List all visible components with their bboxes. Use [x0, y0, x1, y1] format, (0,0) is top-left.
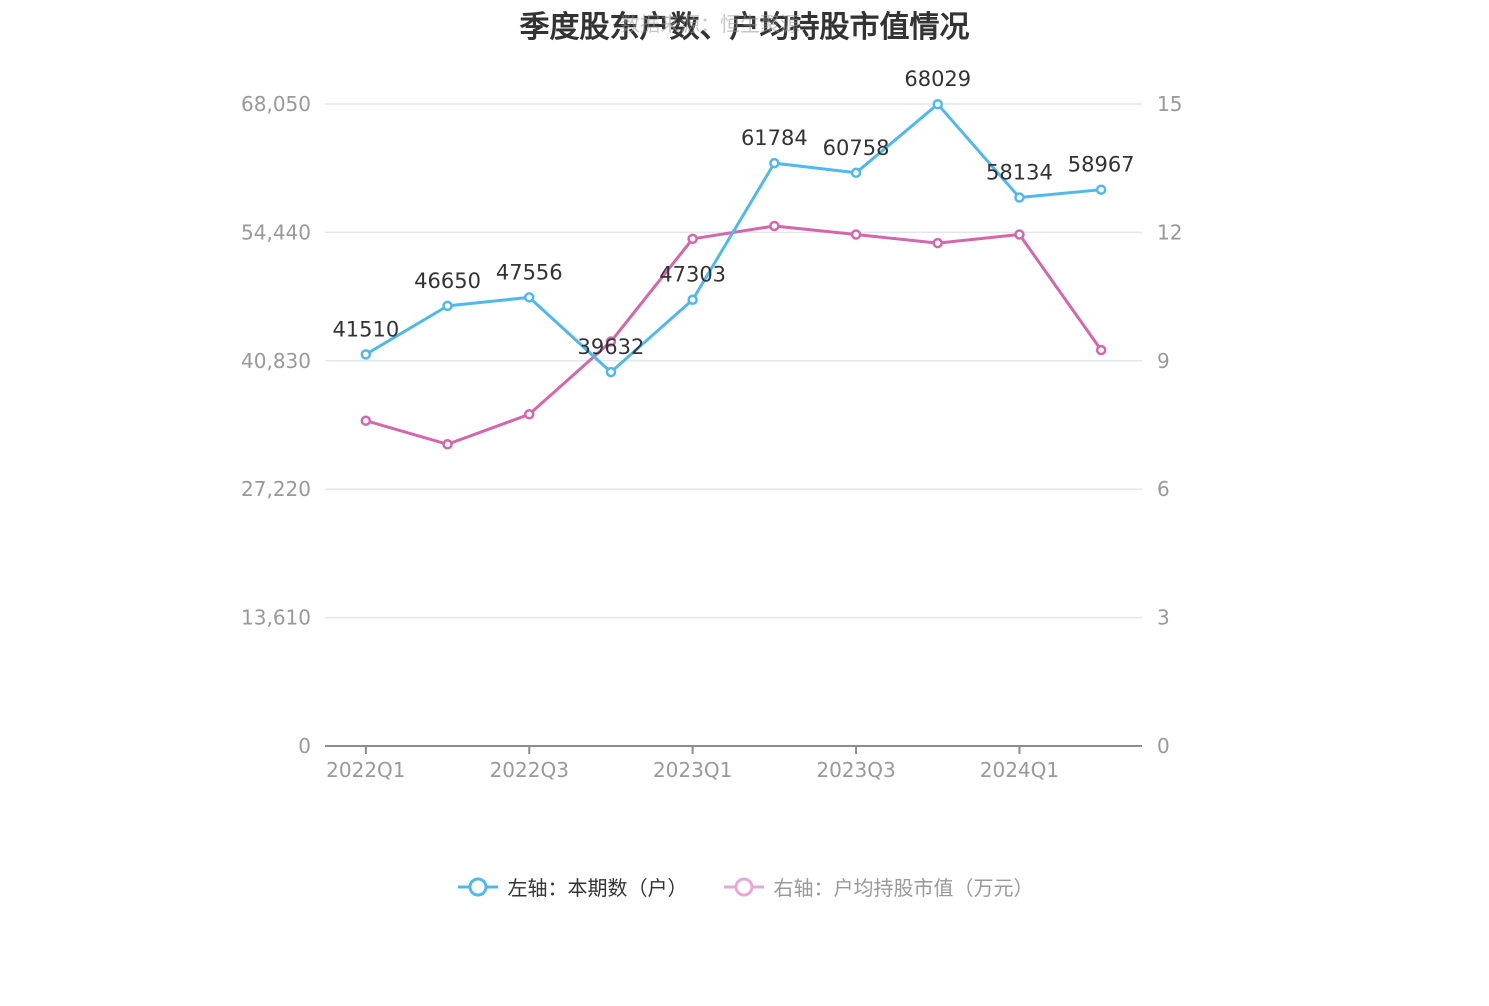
left-tick-label: 40,830 — [241, 349, 311, 373]
right-tick-label: 0 — [1157, 734, 1170, 758]
series-lines — [365, 102, 1103, 446]
data-label: 68029 — [904, 67, 971, 91]
left-tick-label: 27,220 — [241, 477, 311, 501]
data-point-left — [850, 167, 862, 179]
data-point-right — [769, 220, 780, 232]
right-tick-label: 9 — [1157, 349, 1170, 373]
data-label: 60758 — [823, 136, 890, 160]
x-tick-label: 2023Q1 — [653, 758, 732, 782]
chart-title: 季度股东户数、户均持股市值情况 — [519, 10, 970, 45]
series-line-left — [365, 102, 1102, 374]
left-tick-label: 13,610 — [241, 606, 311, 630]
grid-lines — [325, 103, 1142, 619]
data-label: 46650 — [414, 269, 481, 293]
left-tick-label: 68,050 — [241, 92, 311, 116]
data-point-right — [1095, 344, 1107, 356]
line-chart: 0 13,610 27,220 40,830 54,440 68,050 0 3 6 9 12 15… — [241, 67, 1182, 782]
data-point-left — [360, 349, 372, 360]
right-axis-ticks: 0 3 6 9 12 15 — [1157, 92, 1182, 758]
legend-item-left-series[interactable]: 左轴：本期数（户） — [456, 872, 688, 901]
watermark: 数据来源：恒生聚源 — [620, 12, 800, 36]
data-label: 61784 — [741, 126, 808, 150]
data-point-right — [360, 415, 372, 426]
x-tick-label: 2023Q3 — [816, 758, 895, 782]
data-point-right — [442, 439, 453, 450]
data-labels: 41510 46650 47556 39632 47303 61784 60758 68029… — [332, 67, 1134, 359]
left-tick-label: 0 — [298, 734, 311, 758]
x-tick-label: 2022Q1 — [326, 758, 405, 782]
data-point-right — [687, 233, 698, 245]
data-point-left — [442, 300, 453, 312]
data-point-left — [524, 292, 535, 303]
right-tick-label: 6 — [1157, 477, 1170, 501]
data-label: 58134 — [986, 161, 1053, 185]
legend-item-right-series[interactable]: 右轴：户均持股市值（万元） — [722, 872, 1034, 901]
right-tick-label: 3 — [1157, 606, 1170, 630]
data-point-right — [850, 229, 862, 240]
data-point-left — [1095, 184, 1107, 195]
legend-label-left: 左轴：本期数（户） — [507, 876, 688, 900]
data-label: 47556 — [496, 260, 563, 284]
series-points — [360, 98, 1107, 450]
data-point-right — [932, 237, 943, 249]
x-tick-label: 2024Q1 — [980, 758, 1059, 782]
legend: 左轴：本期数（户） 右轴：户均持股市值（万元） — [0, 872, 1489, 901]
data-point-left — [687, 294, 698, 305]
data-point-right — [1014, 229, 1025, 240]
right-tick-label: 15 — [1157, 92, 1182, 116]
left-tick-label: 54,440 — [241, 220, 311, 244]
legend-marker-left — [457, 877, 498, 896]
data-label: 58967 — [1068, 153, 1135, 177]
data-point-left — [932, 98, 943, 110]
data-point-left — [769, 157, 780, 169]
series-line-right — [365, 224, 1103, 446]
legend-marker-right — [723, 877, 764, 896]
x-tick-label: 2022Q3 — [490, 758, 569, 782]
data-point-left — [1014, 192, 1025, 203]
data-point-left — [605, 366, 617, 378]
data-point-right — [605, 336, 617, 347]
data-label: 39632 — [578, 335, 645, 359]
left-axis-ticks: 0 13,610 27,220 40,830 54,440 68,050 — [241, 92, 311, 758]
x-axis: 2022Q1 2022Q3 2023Q1 2023Q3 2024Q1 — [325, 745, 1142, 782]
right-tick-label: 12 — [1157, 220, 1182, 244]
data-point-right — [524, 409, 535, 420]
data-label: 47303 — [659, 263, 726, 287]
data-label: 41510 — [332, 317, 399, 341]
legend-label-right: 右轴：户均持股市值（万元） — [773, 876, 1034, 900]
